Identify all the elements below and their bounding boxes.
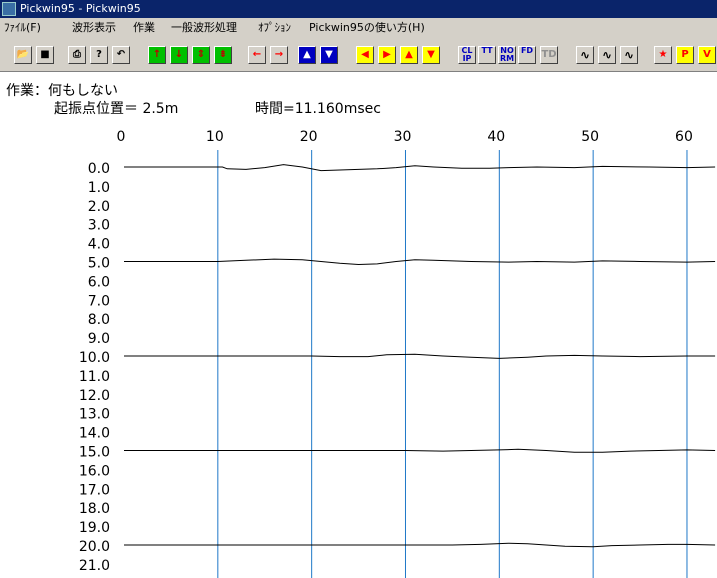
app-icon[interactable] xyxy=(2,2,16,16)
wave-neg-icon[interactable]: ∿ xyxy=(620,46,638,64)
triangle-left-icon[interactable]: ◀ xyxy=(356,46,374,64)
time-readout: 時間=11.160msec xyxy=(255,101,381,117)
y-tick-label: 19.0 xyxy=(79,520,110,536)
y-tick-label: 9.0 xyxy=(88,331,110,347)
x-tick-label: 50 xyxy=(581,129,599,145)
y-tick-label: 7.0 xyxy=(88,293,110,309)
source-position: 起振点位置＝ 2.5m xyxy=(54,101,179,117)
shrink-icon[interactable]: ⇟ xyxy=(214,46,232,64)
wave-fill-icon[interactable]: ∿ xyxy=(598,46,616,64)
y-tick-label: 15.0 xyxy=(79,445,110,461)
window-title: Pickwin95 - Pickwin95 xyxy=(20,2,141,15)
waveform-plot[interactable]: 0 10 20 30 40 50 60 0.0 1.0 2.0 3.0 4.0 5.0 6.0 7.0 8.0… xyxy=(0,72,717,578)
menu-options[interactable]: ｵﾌﾟｼｮﾝ xyxy=(258,21,291,34)
y-tick-label: 2.0 xyxy=(88,199,110,215)
menu-waveform-display[interactable]: 波形表示 xyxy=(72,21,116,34)
arrow-right-icon[interactable]: → xyxy=(270,46,288,64)
y-tick-label: 16.0 xyxy=(79,463,110,479)
print-icon[interactable]: ⎙ xyxy=(68,46,86,64)
arrow-up-icon[interactable]: ↑ xyxy=(148,46,166,64)
open-icon[interactable]: 📂 xyxy=(14,46,32,64)
td-icon[interactable]: TD xyxy=(540,46,558,64)
x-tick-label: 0 xyxy=(117,129,126,145)
trace-10 xyxy=(124,353,716,359)
undo-icon[interactable]: ↶ xyxy=(112,46,130,64)
y-tick-label: 21.0 xyxy=(79,558,110,574)
x-tick-label: 30 xyxy=(394,129,412,145)
x-tick-label: 10 xyxy=(206,129,224,145)
wave-icon[interactable]: ∿ xyxy=(576,46,594,64)
help-icon[interactable]: ? xyxy=(90,46,108,64)
arrow-down-icon[interactable]: ↓ xyxy=(170,46,188,64)
y-tick-label: 17.0 xyxy=(79,482,110,498)
x-tick-label: 40 xyxy=(487,129,505,145)
expand-icon[interactable]: ⇕ xyxy=(192,46,210,64)
tt-icon[interactable]: TT xyxy=(478,46,496,64)
y-tick-label: 0.0 xyxy=(88,161,110,177)
toolbar: 📂 ■ ⎙? ↶ ↑ ↓ ⇕ ⇟ ← → ▲ ▼ ◀ ▶ ▲ ▼ CL IP TT NO RM FD TD ∿ ∿ ∿ ★ P V xyxy=(0,38,717,72)
trace-down-icon[interactable]: ▼ xyxy=(320,46,338,64)
y-tick-label: 13.0 xyxy=(79,407,110,423)
triangle-up-icon[interactable]: ▲ xyxy=(400,46,418,64)
x-tick-label: 60 xyxy=(675,129,693,145)
p-pick-icon[interactable]: P xyxy=(676,46,694,64)
title-bar[interactable]: Pickwin95 - Pickwin95 xyxy=(0,0,717,18)
trace-5 xyxy=(124,258,716,266)
y-tick-label: 12.0 xyxy=(79,388,110,404)
menu-task[interactable]: 作業 xyxy=(133,21,155,34)
trace-0 xyxy=(124,164,716,172)
y-tick-label: 10.0 xyxy=(79,350,110,366)
arrow-left-icon[interactable]: ← xyxy=(248,46,266,64)
y-tick-label: 3.0 xyxy=(88,218,110,234)
y-tick-label: 11.0 xyxy=(79,369,110,385)
y-tick-label: 1.0 xyxy=(88,180,110,196)
trace-20 xyxy=(124,542,716,548)
y-tick-label: 20.0 xyxy=(79,539,110,555)
task-status: 作業：何もしない xyxy=(6,83,118,99)
menu-bar: ﾌｧｲﾙ(F) 波形表示 作業 一般波形処理 ｵﾌﾟｼｮﾝ Pickwin95の… xyxy=(0,18,717,38)
y-tick-label: 18.0 xyxy=(79,501,110,517)
clip-icon[interactable]: CL IP xyxy=(458,46,476,64)
x-tick-label: 20 xyxy=(300,129,318,145)
y-tick-label: 14.0 xyxy=(79,426,110,442)
save-icon[interactable]: ■ xyxy=(36,46,54,64)
menu-help[interactable]: Pickwin95の使い方(H) xyxy=(309,21,425,34)
fd-icon[interactable]: FD xyxy=(518,46,536,64)
menu-general-processing[interactable]: 一般波形処理 xyxy=(171,21,237,34)
y-tick-label: 4.0 xyxy=(88,237,110,253)
triangle-down-icon[interactable]: ▼ xyxy=(422,46,440,64)
y-tick-label: 6.0 xyxy=(88,274,110,290)
v-pick-icon[interactable]: V xyxy=(698,46,716,64)
trace-15 xyxy=(124,448,716,453)
y-tick-label: 5.0 xyxy=(88,256,110,272)
y-tick-label: 8.0 xyxy=(88,312,110,328)
trace-up-icon[interactable]: ▲ xyxy=(298,46,316,64)
menu-file[interactable]: ﾌｧｲﾙ(F) xyxy=(4,21,41,34)
star-icon[interactable]: ★ xyxy=(654,46,672,64)
norm-icon[interactable]: NO RM xyxy=(498,46,516,64)
triangle-right-icon[interactable]: ▶ xyxy=(378,46,396,64)
